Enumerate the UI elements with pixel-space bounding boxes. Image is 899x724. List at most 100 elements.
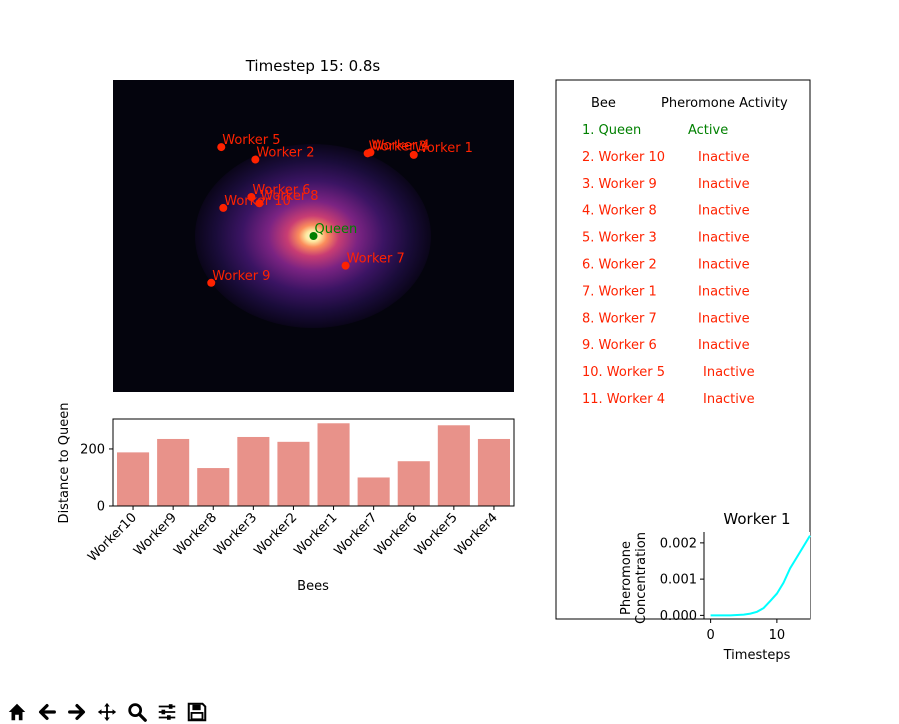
table-cell-status: Inactive	[698, 338, 750, 353]
worker-1-label: Worker 1	[415, 141, 473, 156]
worker-6-label: Worker 6	[252, 183, 310, 198]
bar-x-tick-label: Worker1	[292, 510, 341, 559]
table-panel: Bee Pheromone Activity 1. Queen Active 2. …	[555, 79, 811, 620]
worker-2-label: Worker 2	[256, 146, 314, 161]
bar-worker7	[357, 477, 390, 506]
line-x-axis: 0 10	[706, 619, 785, 643]
table-cell-bee: 1. Queen	[582, 123, 641, 138]
table-header-activity: Pheromone Activity	[661, 96, 788, 111]
bar-worker6	[397, 461, 430, 506]
line-y-tick-label: 0.002	[660, 536, 697, 551]
bar-worker5	[437, 425, 470, 506]
bar-worker4	[477, 438, 510, 506]
bar-worker3	[237, 436, 270, 506]
table-cell-bee: 4. Worker 8	[582, 204, 657, 219]
line-axes-spines	[703, 532, 810, 620]
bar-y-tick-label: 0	[97, 500, 105, 515]
table-cell-status: Inactive	[698, 177, 750, 192]
line-x-tick-label: 10	[769, 628, 786, 643]
line-y-tick-label: 0.000	[660, 609, 697, 624]
bars	[117, 423, 510, 506]
bar-y-tick-label: 200	[80, 442, 105, 457]
worker-1-point	[409, 150, 418, 159]
bar-x-tick-label: Worker5	[412, 510, 461, 559]
bar-x-axis: Worker10Worker9Worker8Worker3Worker2Work…	[85, 506, 501, 565]
save-button[interactable]	[184, 700, 210, 724]
worker-4-label: Worker 4	[371, 138, 429, 153]
bar-y-axis: 0 200	[80, 442, 113, 515]
home-button[interactable]	[4, 700, 30, 724]
line-title: Worker 1	[723, 510, 790, 528]
bar-x-label: Bees	[297, 579, 329, 594]
table-cell-status: Inactive	[698, 311, 750, 326]
worker-6-point	[247, 193, 256, 201]
bar-x-tick-label: Worker4	[452, 510, 501, 559]
toolbar	[0, 700, 899, 724]
worker-7-label: Worker 7	[347, 252, 405, 267]
table-cell-bee: 6. Worker 2	[582, 258, 657, 273]
line-y-tick-label: 0.001	[660, 573, 697, 588]
worker-5-label: Worker 5	[222, 133, 280, 148]
line-y-label: PheromoneConcentration	[619, 532, 649, 624]
table-cell-status: Inactive	[698, 258, 750, 273]
table-cell-status: Inactive	[698, 150, 750, 165]
line-panel: Worker 1 0.000 0.001 0.002 0 10 Timesteps P…	[619, 510, 811, 663]
pan-button[interactable]	[94, 700, 120, 724]
bar-worker2	[277, 441, 310, 506]
table-cell-status: Inactive	[703, 365, 755, 380]
bar-axes-frame	[112, 418, 515, 507]
worker-3-label: Worker 3	[369, 139, 427, 154]
worker-8-point	[255, 199, 264, 208]
line-y-axis: 0.000 0.001 0.002	[660, 536, 704, 624]
queen-label: Queen	[315, 222, 358, 237]
bar-x-tick-label: Worker10	[85, 510, 140, 565]
line-x-tick-label: 0	[706, 628, 714, 643]
forward-button[interactable]	[64, 700, 90, 724]
worker-10-point	[219, 203, 228, 212]
worker-9-label: Worker 9	[212, 269, 270, 284]
table-rows: 1. Queen Active 2. Worker 10 Inactive 3. Wor…	[582, 123, 755, 407]
worker-5-point	[217, 143, 226, 152]
bar-x-tick-label: Worker9	[131, 510, 180, 559]
table-cell-status: Inactive	[698, 204, 750, 219]
table-cell-bee: 9. Worker 6	[582, 338, 657, 353]
table-cell-bee: 2. Worker 10	[582, 150, 665, 165]
pan-icon	[97, 702, 117, 722]
configure-subplots-icon	[158, 704, 176, 720]
back-button[interactable]	[34, 700, 60, 724]
worker-7-point	[341, 261, 350, 270]
table-cell-status: Inactive	[698, 284, 750, 299]
bar-x-tick-label: Worker7	[332, 510, 381, 559]
bar-x-tick-label: Worker3	[211, 510, 260, 559]
bar-y-label: Distance to Queen	[57, 403, 72, 524]
line-series	[710, 535, 811, 617]
table-cell-bee: 5. Worker 3	[582, 231, 657, 246]
worker-2-point	[251, 155, 260, 164]
table-cell-status: Active	[688, 123, 728, 138]
line-x-label: Timesteps	[723, 648, 791, 663]
table-frame	[555, 79, 811, 620]
scatter-title: Timestep 15: 0.8s	[245, 57, 381, 75]
worker-4-point	[366, 148, 375, 157]
bar-panel: 0 200 Worker10Worker9Worker8Worker3Worker…	[57, 403, 515, 594]
forward-icon	[68, 703, 86, 721]
worker-9-point	[207, 278, 216, 287]
table-header-bee: Bee	[591, 96, 616, 111]
table-cell-bee: 11. Worker 4	[582, 392, 665, 407]
zoom-icon	[128, 703, 147, 722]
bar-worker9	[157, 438, 190, 506]
bar-worker8	[197, 468, 230, 506]
table-cell-status: Inactive	[698, 231, 750, 246]
table-cell-bee: 7. Worker 1	[582, 284, 657, 299]
zoom-button[interactable]	[124, 700, 150, 724]
table-cell-bee: 8. Worker 7	[582, 311, 657, 326]
worker-10-label: Worker 10	[224, 194, 290, 209]
table-cell-bee: 3. Worker 9	[582, 177, 657, 192]
line-axes-bg	[704, 532, 810, 619]
bar-worker1	[317, 423, 350, 506]
home-icon	[8, 703, 26, 721]
configure-subplots-button[interactable]	[154, 700, 180, 724]
